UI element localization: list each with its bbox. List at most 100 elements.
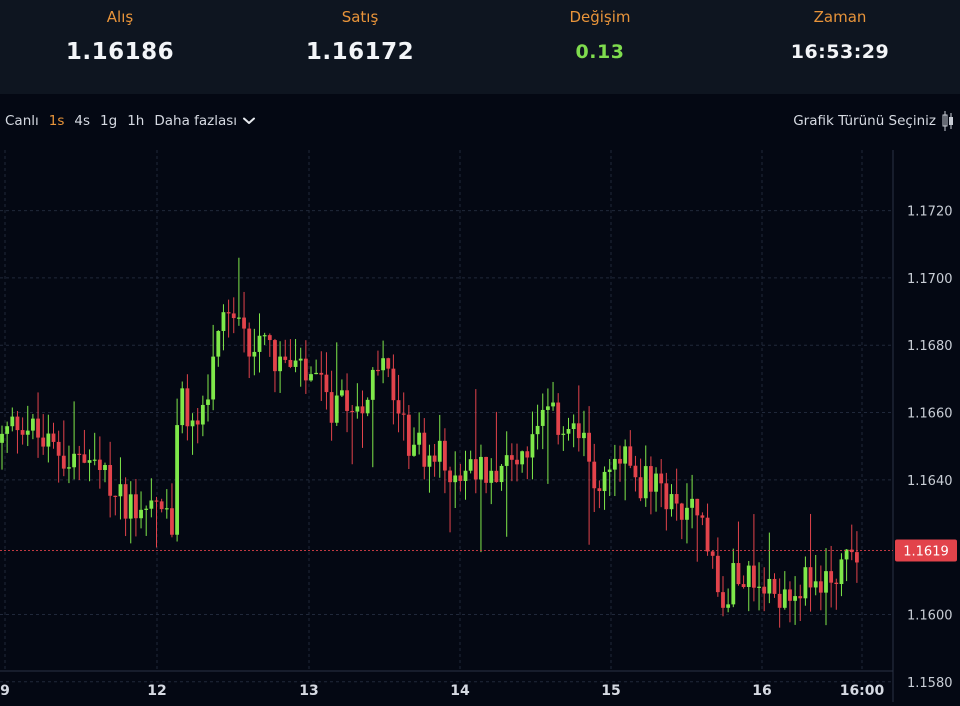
candle-body-up[interactable]	[535, 425, 540, 435]
candle-body-up[interactable]	[0, 433, 4, 443]
candle-body-down[interactable]	[77, 453, 82, 455]
candle-body-down[interactable]	[834, 582, 839, 585]
candle-body-up[interactable]	[782, 589, 787, 608]
candle-body-up[interactable]	[437, 440, 442, 462]
candle-body-up[interactable]	[25, 430, 30, 435]
candle-body-up[interactable]	[355, 406, 360, 412]
candle-body-down[interactable]	[458, 475, 463, 481]
candle-body-up[interactable]	[844, 549, 849, 560]
candle-body-up[interactable]	[489, 470, 494, 483]
candle-body-down[interactable]	[391, 368, 396, 401]
candle-body-up[interactable]	[612, 458, 617, 470]
candle-body-up[interactable]	[293, 360, 298, 367]
candle-body-up[interactable]	[257, 335, 262, 352]
candle-body-up[interactable]	[685, 507, 689, 520]
candle-body-down[interactable]	[715, 555, 720, 593]
candle-body-up[interactable]	[262, 335, 267, 337]
candle-body-up[interactable]	[149, 500, 154, 509]
candle-body-down[interactable]	[448, 470, 452, 483]
candle-body-up[interactable]	[46, 433, 51, 447]
candle-body-up[interactable]	[602, 471, 607, 492]
candle-body-up[interactable]	[180, 388, 185, 426]
candle-body-down[interactable]	[721, 592, 725, 608]
candle-body-up[interactable]	[546, 406, 550, 410]
candle-body-up[interactable]	[200, 404, 205, 425]
candle-body-up[interactable]	[824, 571, 828, 593]
candle-body-up[interactable]	[309, 374, 313, 381]
candle-body-down[interactable]	[324, 374, 329, 393]
candle-body-down[interactable]	[649, 466, 653, 492]
candle-body-up[interactable]	[767, 578, 772, 594]
candle-body-down[interactable]	[818, 581, 823, 593]
candle-body-down[interactable]	[494, 470, 499, 483]
candle-body-down[interactable]	[123, 484, 128, 519]
candle-body-down[interactable]	[159, 501, 164, 510]
candle-body-down[interactable]	[556, 402, 561, 435]
candle-body-up[interactable]	[164, 508, 169, 510]
candle-body-up[interactable]	[237, 317, 241, 319]
candle-body-up[interactable]	[813, 581, 818, 588]
candle-body-up[interactable]	[540, 409, 545, 426]
candle-body-down[interactable]	[396, 400, 401, 414]
candle-body-up[interactable]	[417, 432, 422, 445]
candle-body-down[interactable]	[113, 495, 118, 497]
candle-body-down[interactable]	[576, 423, 581, 439]
candle-body-down[interactable]	[61, 455, 66, 469]
candle-body-down[interactable]	[51, 433, 56, 442]
candle-body-down[interactable]	[303, 358, 308, 381]
candle-body-down[interactable]	[597, 488, 602, 492]
candle-body-down[interactable]	[154, 500, 159, 502]
candle-body-up[interactable]	[427, 455, 432, 467]
candle-body-down[interactable]	[56, 441, 61, 456]
candle-body-down[interactable]	[618, 458, 622, 464]
candle-body-down[interactable]	[695, 498, 700, 516]
candle-body-up[interactable]	[669, 494, 674, 510]
interval-4s-button[interactable]: 4s	[74, 113, 91, 129]
candle-body-down[interactable]	[664, 483, 669, 510]
candle-body-down[interactable]	[376, 369, 380, 372]
candle-body-down[interactable]	[659, 473, 664, 484]
candle-body-up[interactable]	[252, 351, 257, 357]
candle-body-down[interactable]	[638, 477, 643, 499]
candle-body-down[interactable]	[20, 430, 25, 435]
interval-1g-button[interactable]: 1g	[100, 113, 118, 129]
candle-body-down[interactable]	[736, 563, 741, 585]
candle-body-down[interactable]	[36, 418, 40, 438]
candle-body-down[interactable]	[288, 359, 293, 367]
candle-body-up[interactable]	[10, 416, 15, 427]
candle-body-up[interactable]	[144, 508, 149, 510]
candle-body-down[interactable]	[587, 432, 591, 462]
candle-body-down[interactable]	[360, 406, 365, 414]
candle-body-down[interactable]	[345, 390, 349, 411]
candle-body-down[interactable]	[283, 356, 288, 360]
interval-1h-button[interactable]: 1h	[127, 113, 145, 129]
candle-body-up[interactable]	[757, 586, 761, 588]
candle-body-down[interactable]	[226, 312, 231, 314]
candle-body-down[interactable]	[849, 549, 854, 553]
candle-body-up[interactable]	[206, 399, 210, 405]
candle-body-down[interactable]	[134, 494, 138, 519]
price-chart[interactable]: 1.1720 1.1700 1.1680 1.1660 1.1640 1.1600 1.15…	[0, 150, 960, 702]
candle-body-up[interactable]	[216, 331, 221, 357]
candle-body-down[interactable]	[674, 494, 679, 504]
candle-body-up[interactable]	[479, 456, 483, 480]
candle-body-down[interactable]	[195, 420, 200, 425]
chart-canvas[interactable]: 1.1720 1.1700 1.1680 1.1660 1.1640 1.1600 1.15…	[0, 150, 960, 702]
candle-body-down[interactable]	[808, 567, 813, 588]
candle-body-up[interactable]	[530, 434, 535, 458]
candle-body-down[interactable]	[443, 440, 447, 471]
candle-body-up[interactable]	[190, 420, 195, 427]
candle-body-up[interactable]	[103, 465, 107, 471]
candle-body-up[interactable]	[607, 469, 612, 472]
candle-body-down[interactable]	[319, 372, 324, 375]
candle-body-down[interactable]	[777, 593, 782, 608]
candle-body-down[interactable]	[592, 461, 597, 489]
candle-body-up[interactable]	[381, 358, 385, 371]
candle-body-down[interactable]	[679, 503, 684, 520]
candle-body-down[interactable]	[509, 455, 514, 460]
candle-body-down[interactable]	[515, 459, 519, 465]
candle-body-up[interactable]	[731, 563, 736, 605]
more-intervals-dropdown[interactable]: Daha fazlası	[154, 113, 256, 129]
candle-body-down[interactable]	[633, 465, 638, 478]
candle-body-up[interactable]	[5, 426, 10, 434]
